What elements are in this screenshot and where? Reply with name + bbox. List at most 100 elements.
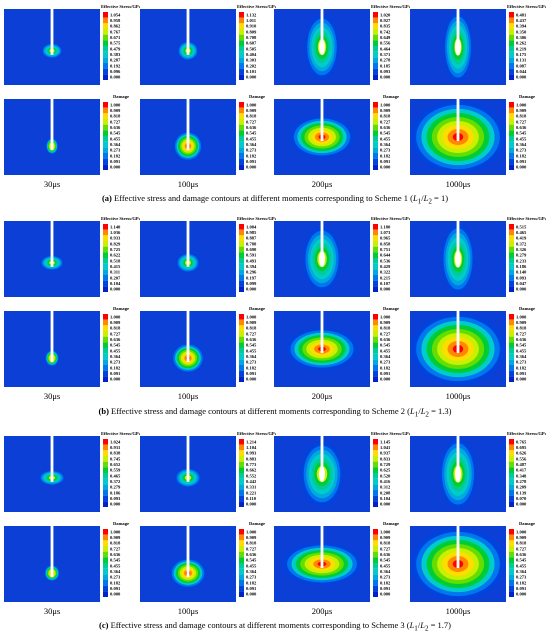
colorbar-swatch xyxy=(103,557,108,563)
colorbar-tick: 0.455 xyxy=(246,563,257,568)
colorbar-tick: 1.084 xyxy=(246,224,257,229)
colorbar-swatch xyxy=(103,319,108,326)
borehole xyxy=(456,436,460,478)
colorbar-tick: 0.818 xyxy=(110,114,121,119)
colorbar-title: Damage xyxy=(519,94,535,99)
colorbar-tick: 0.818 xyxy=(246,541,257,546)
colorbar-swatch xyxy=(373,51,378,58)
colorbar-swatch xyxy=(509,563,514,569)
colorbar-title: Effective Stress/GPa xyxy=(371,216,410,221)
colorbar-tick: 0.419 xyxy=(516,236,527,241)
colorbar-tick: 0.273 xyxy=(516,360,527,365)
colorbar-swatch xyxy=(373,370,378,377)
colorbar-swatch xyxy=(509,495,514,502)
colorbar-tick: 0.000 xyxy=(246,377,257,382)
colorbar-swatch xyxy=(373,280,378,287)
colorbar-swatch xyxy=(373,501,378,507)
colorbar-swatch xyxy=(373,63,378,69)
colorbar-tick: 0.725 xyxy=(110,247,121,252)
colorbar-swatch xyxy=(509,102,514,108)
colorbar-tick: 0.273 xyxy=(246,148,257,153)
colorbar-swatch xyxy=(239,563,244,569)
colorbar-tick: 0.575 xyxy=(110,41,121,46)
colorbar-tick: 0.182 xyxy=(110,153,121,158)
colorbar-swatch xyxy=(239,342,244,348)
colorbar-tick: 0.364 xyxy=(516,142,527,147)
colorbar-swatch xyxy=(509,252,514,258)
colorbar-tick: 0.545 xyxy=(110,131,121,136)
time-label: 100μs xyxy=(177,391,199,401)
damage-contour-s2-t2: Damage 1.000 0.909 0.818 0.727 0.636 0.545 0.45… xyxy=(140,305,276,387)
stress-contour-s3-t2: Effective Stress/GPa 1.214 1.104 0.993 0.883… xyxy=(140,430,276,512)
colorbar-swatch xyxy=(239,331,244,337)
colorbar-swatch xyxy=(239,376,244,382)
colorbar-tick: 0.607 xyxy=(246,41,257,46)
colorbar-tick: 0.838 xyxy=(110,451,121,456)
colorbar-tick: 1.000 xyxy=(110,314,121,319)
colorbar-tick: 0.909 xyxy=(380,108,391,113)
colorbar-tick: 0.455 xyxy=(380,563,391,568)
colorbar-swatch xyxy=(239,495,244,502)
colorbar-tick: 0.311 xyxy=(110,270,121,275)
colorbar-tick: 0.091 xyxy=(380,586,391,591)
colorbar-tick: 0.909 xyxy=(110,320,121,325)
colorbar-tick: 0.727 xyxy=(246,546,257,551)
colorbar-swatch xyxy=(239,113,244,119)
colorbar-tick: 0.727 xyxy=(516,331,527,336)
colorbar-swatch xyxy=(509,461,514,468)
colorbar-swatch xyxy=(103,286,108,292)
colorbar-tick: 0.818 xyxy=(516,114,527,119)
colorbar-title: Effective Stress/GPa xyxy=(371,431,410,436)
colorbar-tick: 0.182 xyxy=(380,580,391,585)
colorbar-tick: 0.372 xyxy=(110,479,121,484)
damage-contour-s2-t1: Damage 1.000 0.909 0.818 0.727 0.636 0.545 0.45… xyxy=(4,305,140,387)
colorbar-tick: 0.303 xyxy=(246,58,257,63)
colorbar-swatch xyxy=(103,359,108,365)
colorbar-tick: 0.437 xyxy=(516,18,527,23)
colorbar-tick: 0.110 xyxy=(246,496,257,501)
contour-plot: Effective Stress/GPa 1.1451.0410.9370.833… xyxy=(274,431,410,512)
colorbar-swatch xyxy=(103,158,108,165)
colorbar-swatch xyxy=(509,540,514,546)
colorbar-swatch xyxy=(373,164,378,170)
colorbar-tick: 0.652 xyxy=(110,462,121,467)
colorbar-swatch xyxy=(103,124,108,131)
borehole xyxy=(50,221,54,267)
colorbar-swatch xyxy=(373,258,378,264)
colorbar-tick: 1.041 xyxy=(380,445,391,450)
colorbar-swatch xyxy=(373,529,378,535)
colorbar-swatch xyxy=(373,348,378,354)
colorbar-swatch xyxy=(239,551,244,558)
colorbar-tick: 0.481 xyxy=(516,12,527,17)
colorbar-tick: 0.182 xyxy=(246,153,257,158)
time-label: 1000μs xyxy=(445,179,471,189)
colorbar-swatch xyxy=(239,484,244,490)
colorbar-tick: 0.182 xyxy=(110,580,121,585)
colorbar-tick: 0.000 xyxy=(110,287,121,292)
colorbar-swatch xyxy=(239,63,244,69)
colorbar-tick: 0.279 xyxy=(516,253,527,258)
colorbar-tick: 0.000 xyxy=(110,502,121,507)
colorbar-swatch xyxy=(239,158,244,165)
colorbar-swatch xyxy=(509,263,514,270)
colorbar-title: Damage xyxy=(383,521,399,526)
colorbar-tick: 0.545 xyxy=(516,131,527,136)
colorbar-tick: 0.182 xyxy=(110,365,121,370)
colorbar-swatch xyxy=(373,252,378,258)
contour-plot: Damage 1.0000.9090.8180.7270.6360.5450.45… xyxy=(140,94,265,175)
colorbar-swatch xyxy=(373,473,378,479)
colorbar-swatch xyxy=(103,164,108,170)
colorbar-tick: 0.175 xyxy=(516,52,527,57)
colorbar-title: Effective Stress/GPa xyxy=(101,216,140,221)
colorbar-tick: 1.000 xyxy=(246,314,257,319)
contour-plot: Damage 1.0000.9090.8180.7270.6360.5450.45… xyxy=(274,94,399,175)
colorbar-tick: 1.180 xyxy=(380,224,391,229)
colorbar-swatch xyxy=(373,563,378,569)
colorbar-swatch xyxy=(103,224,108,230)
colorbar-tick: 0.727 xyxy=(380,119,391,124)
colorbar-tick: 0.505 xyxy=(246,46,257,51)
colorbar-tick: 0.215 xyxy=(380,275,391,280)
colorbar-tick: 0.625 xyxy=(380,468,391,473)
colorbar-tick: 0.322 xyxy=(380,270,391,275)
colorbar-swatch xyxy=(239,241,244,247)
